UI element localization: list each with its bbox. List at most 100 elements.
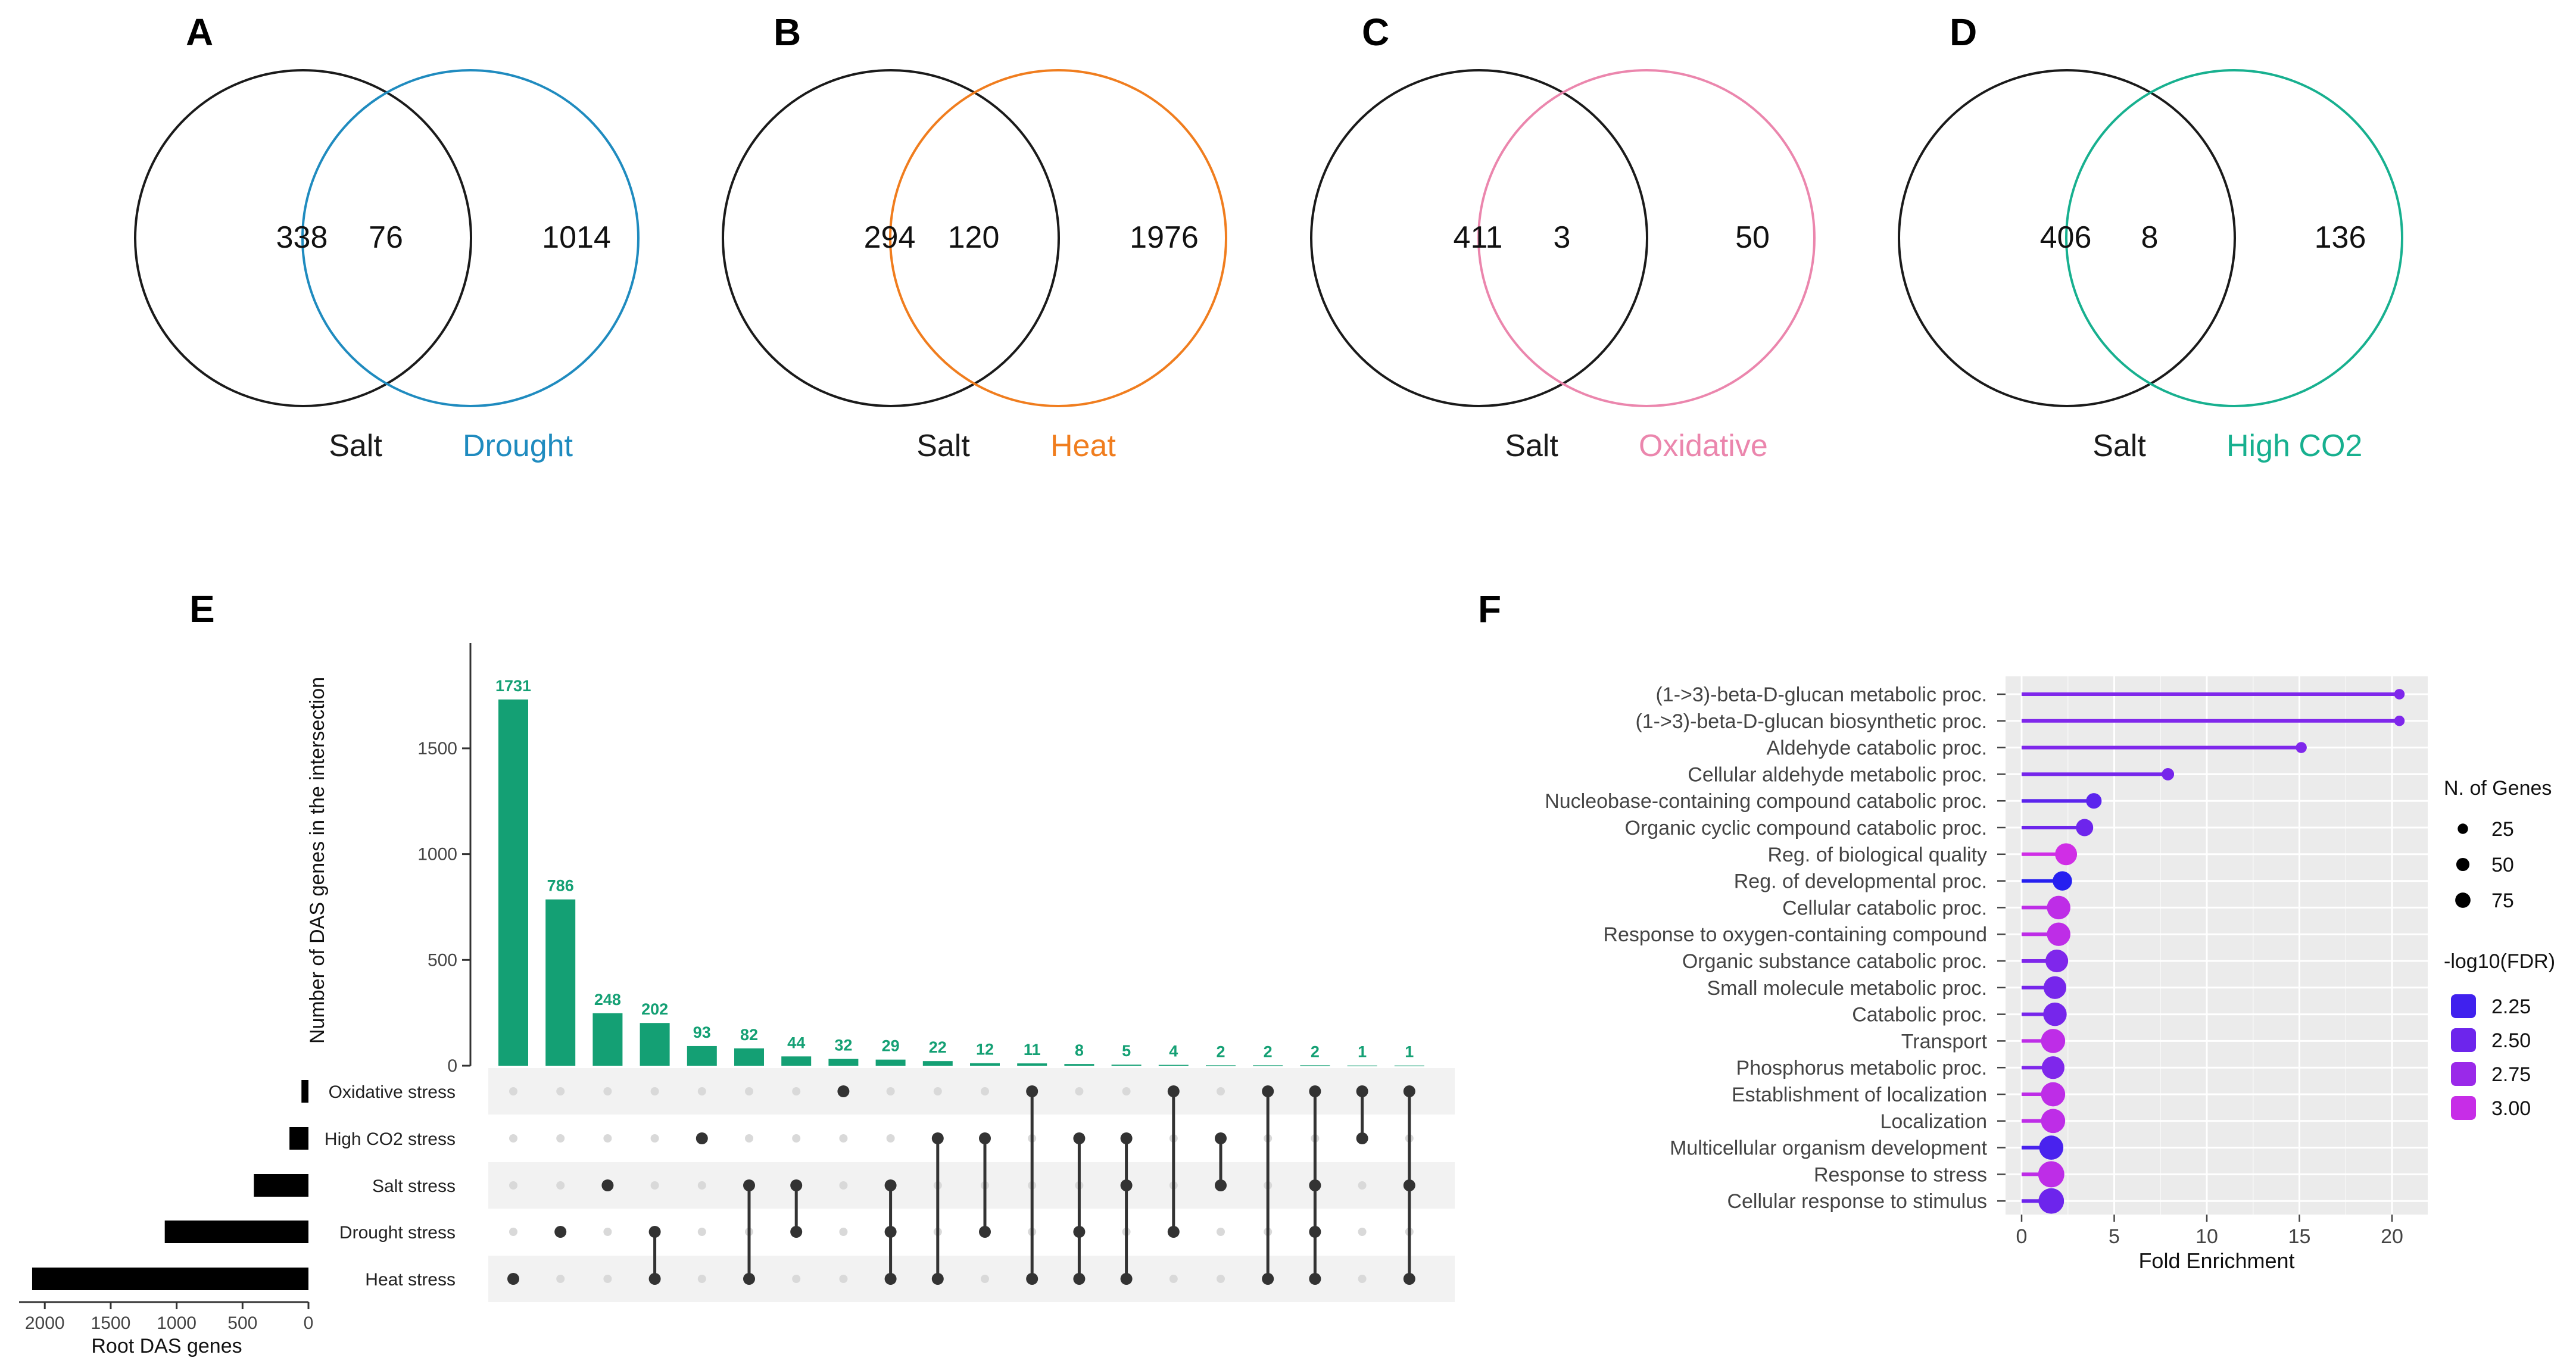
enrichment-plot-background: [2006, 676, 2428, 1215]
matrix-empty-dot: [1169, 1275, 1178, 1283]
category-label: Localization: [1880, 1110, 1987, 1133]
matrix-empty-dot: [1217, 1275, 1225, 1283]
category-label: Organic cyclic compound catabolic proc.: [1625, 817, 1988, 839]
matrix-dot: [1073, 1132, 1086, 1144]
category-label: (1->3)-beta-D-glucan biosynthetic proc.: [1635, 710, 1987, 733]
venn-right-circle: [301, 69, 640, 407]
lollipop-point: [2038, 1161, 2064, 1188]
category-label: Aldehyde catabolic proc.: [1767, 737, 1987, 760]
venn-overlap-count: 3: [1554, 220, 1571, 255]
matrix-dot: [884, 1226, 897, 1238]
matrix-dot: [1026, 1085, 1038, 1097]
lollipop-point: [2394, 716, 2405, 726]
matrix-row-band: [488, 1162, 1455, 1209]
venn-a: A 338 76 1014 Salt Drought: [134, 11, 640, 463]
matrix-dot: [979, 1226, 991, 1238]
matrix-empty-dot: [839, 1228, 848, 1236]
venn-left-label: Salt: [329, 429, 382, 463]
category-label: Response to oxygen-containing compound: [1603, 923, 1987, 946]
matrix-dot: [507, 1273, 519, 1285]
venn-c: C 411 3 50 Salt Oxidative: [1310, 11, 1816, 463]
set-size-bar: [164, 1221, 308, 1243]
matrix-empty-dot: [603, 1134, 612, 1143]
color-legend-label: 3.00: [2491, 1097, 2531, 1120]
matrix-dot: [1403, 1085, 1415, 1097]
x-tick-label: 10: [2195, 1225, 2218, 1248]
lollipop-point: [2394, 689, 2405, 700]
lollipop-point: [2041, 1056, 2064, 1079]
lollipop-point: [2055, 843, 2078, 866]
matrix-dot: [743, 1273, 755, 1285]
intersection-bar-label: 93: [693, 1023, 711, 1041]
intersection-bar-label: 1: [1405, 1043, 1414, 1061]
category-label: Establishment of localization: [1732, 1084, 1987, 1106]
intersection-bar: [640, 1023, 670, 1066]
matrix-empty-dot: [745, 1087, 753, 1095]
matrix-empty-dot: [1217, 1228, 1225, 1236]
venn-overlap-count: 8: [2141, 220, 2159, 255]
matrix-dot: [1167, 1085, 1180, 1097]
matrix-dot: [1262, 1085, 1274, 1097]
lollipop-point: [2041, 1109, 2066, 1134]
venn-right-circle: [2065, 69, 2403, 407]
intersection-bar-label: 5: [1122, 1042, 1131, 1060]
matrix-empty-dot: [603, 1275, 612, 1283]
lollipop-point: [2041, 1029, 2066, 1053]
x-tick-label: 15: [2288, 1225, 2311, 1248]
venn-left-count: 338: [276, 220, 328, 255]
enrichment-panel: F (1->3)-beta-D-glucan metabolic proc. (1-…: [1478, 588, 2555, 1273]
upset-y-tick-label: 0: [447, 1056, 457, 1076]
matrix-dot: [931, 1132, 944, 1144]
matrix-dot: [837, 1085, 850, 1097]
category-label: Transport: [1901, 1030, 1988, 1053]
venn-left-label: Salt: [1505, 429, 1558, 463]
venn-overlap-count: 120: [948, 220, 1000, 255]
matrix-dot: [1403, 1273, 1415, 1285]
x-tick-label: 20: [2381, 1225, 2403, 1248]
matrix-empty-dot: [603, 1228, 612, 1236]
matrix-dot: [1309, 1179, 1321, 1191]
matrix-empty-dot: [556, 1087, 565, 1095]
x-tick-label: 0: [2016, 1225, 2028, 1248]
panel-label: D: [1950, 11, 1977, 54]
matrix-dot: [884, 1179, 897, 1191]
set-name: Oxidative stress: [329, 1082, 456, 1102]
matrix-empty-dot: [697, 1087, 706, 1095]
panel-label: B: [774, 11, 801, 54]
matrix-empty-dot: [1217, 1087, 1225, 1095]
matrix-dot: [648, 1273, 661, 1285]
intersection-bar-label: 1: [1358, 1043, 1367, 1061]
matrix-dot: [601, 1179, 614, 1191]
panel-label: E: [189, 588, 215, 631]
upset-y-tick-label: 500: [428, 950, 457, 970]
matrix-empty-dot: [792, 1087, 801, 1095]
venn-left-count: 406: [2040, 220, 2092, 255]
category-label: Cellular aldehyde metabolic proc.: [1688, 763, 1987, 786]
venn-right-circle: [889, 69, 1227, 407]
category-label: Organic substance catabolic proc.: [1682, 950, 1987, 973]
intersection-bar-label: 1731: [495, 677, 531, 695]
set-name: Heat stress: [365, 1270, 456, 1290]
matrix-empty-dot: [981, 1087, 989, 1095]
venn-right-circle: [1477, 69, 1816, 407]
intersection-bar: [498, 699, 528, 1066]
set-size-bar: [301, 1080, 308, 1103]
matrix-empty-dot: [839, 1275, 848, 1283]
set-name: Drought stress: [339, 1223, 456, 1243]
matrix-empty-dot: [981, 1275, 989, 1283]
category-label: Cellular catabolic proc.: [1782, 897, 1987, 919]
size-legend-title: N. of Genes: [2444, 777, 2552, 800]
venn-right-count: 1014: [542, 220, 611, 255]
matrix-empty-dot: [650, 1087, 659, 1095]
intersection-bar-label: 11: [1024, 1041, 1041, 1059]
set-axis-tick-label: 500: [227, 1313, 257, 1333]
x-tick-label: 5: [2109, 1225, 2120, 1248]
matrix-empty-dot: [1358, 1275, 1367, 1283]
lollipop-point: [2047, 895, 2070, 920]
intersection-bar-label: 202: [641, 1000, 668, 1018]
intersection-bar: [545, 899, 576, 1066]
matrix-dot: [790, 1179, 803, 1191]
category-label: Cellular response to stimulus: [1727, 1190, 1987, 1213]
category-label: Reg. of biological quality: [1767, 844, 1987, 866]
venn-right-label: Drought: [463, 429, 573, 463]
